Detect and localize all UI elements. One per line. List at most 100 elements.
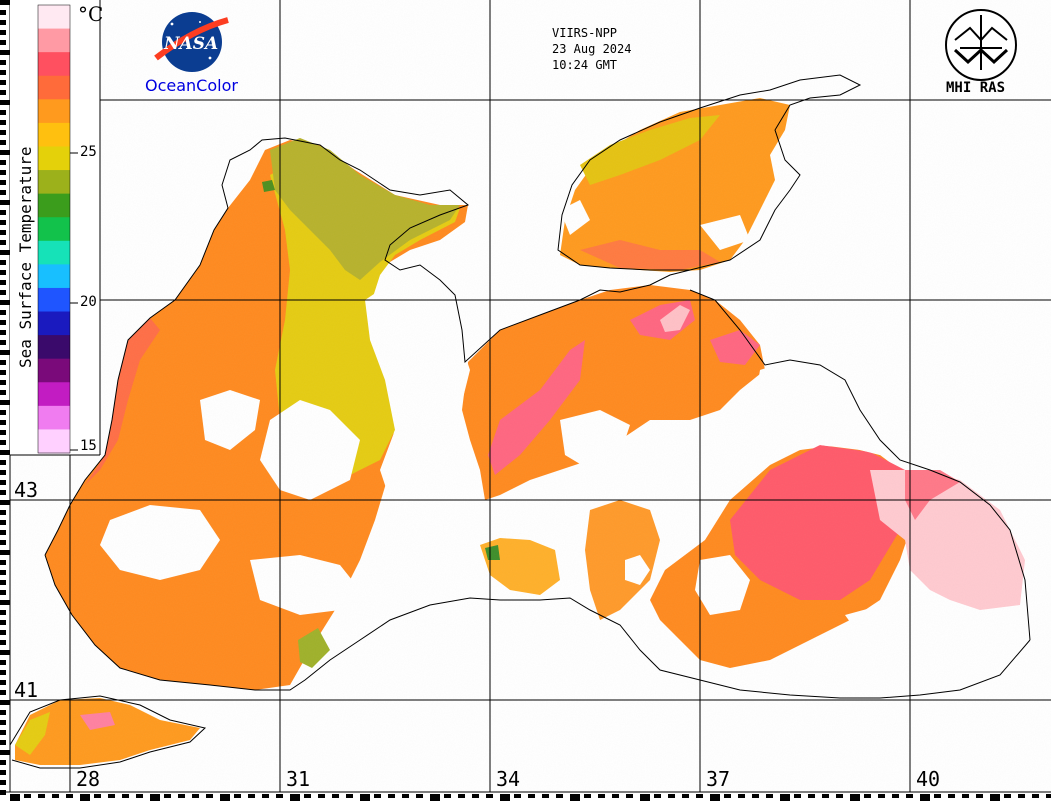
frame-tick (10, 794, 20, 801)
frame-tick (654, 794, 661, 798)
frame-tick (276, 794, 283, 798)
frame-tick (416, 794, 423, 798)
lon-label-34: 34 (496, 767, 521, 791)
frame-tick (0, 720, 6, 725)
frame-tick (822, 794, 829, 798)
mhi-ras-label: MHI RAS (946, 80, 1006, 96)
frame-tick (0, 470, 6, 475)
lon-label-40: 40 (916, 767, 941, 791)
frame-tick (1046, 794, 1051, 798)
frame-tick (556, 794, 563, 798)
frame-tick (0, 310, 6, 315)
colorbar-tick-20: 20 (80, 294, 97, 310)
frame-tick (0, 670, 6, 675)
frame-tick (0, 150, 10, 155)
frame-tick (0, 380, 6, 385)
frame-tick (962, 794, 969, 798)
frame-tick (668, 794, 675, 798)
frame-tick (0, 20, 6, 25)
frame-tick (0, 700, 10, 705)
frame-tick (0, 410, 6, 415)
frame-tick (0, 270, 6, 275)
frame-tick (220, 794, 230, 801)
colorbar-band (38, 146, 70, 171)
frame-tick (0, 120, 6, 125)
frame-tick (0, 660, 6, 665)
frame-tick (0, 60, 6, 65)
nasa-logo (154, 12, 229, 72)
frame-tick (836, 794, 843, 798)
frame-tick (0, 390, 6, 395)
frame-tick (0, 690, 6, 695)
frame-tick (0, 80, 6, 85)
frame-tick (766, 794, 773, 798)
frame-tick (0, 520, 6, 525)
frame-tick (0, 190, 6, 195)
colorbar-title: Sea Surface Temperature (16, 146, 35, 368)
frame-tick (122, 794, 129, 798)
lon-label-37: 37 (706, 767, 731, 791)
frame-tick (892, 794, 899, 798)
frame-tick (0, 530, 6, 535)
frame-tick (402, 794, 409, 798)
lat-label-43: 43 (14, 478, 39, 502)
frame-tick (458, 794, 465, 798)
frame-tick (0, 220, 6, 225)
frame-tick (0, 210, 6, 215)
frame-tick (0, 440, 6, 445)
frame-tick (0, 370, 6, 375)
frame-tick (878, 794, 885, 798)
frame-tick (906, 794, 913, 798)
frame-tick (864, 794, 871, 798)
frame-tick (598, 794, 605, 798)
frame-tick (290, 794, 300, 801)
frame-tick (0, 460, 6, 465)
frame-tick (318, 794, 325, 798)
frame-tick (150, 794, 160, 801)
frame-tick (0, 640, 6, 645)
colorbar-tick-25: 25 (80, 144, 97, 160)
frame-tick (24, 794, 31, 798)
frame-tick (0, 560, 6, 565)
frame-tick (0, 400, 10, 405)
frame-tick (0, 290, 6, 295)
frame-tick (0, 360, 6, 365)
frame-tick (0, 430, 6, 435)
frame-tick (0, 100, 10, 105)
colorbar-band (38, 52, 70, 77)
frame-tick (0, 230, 6, 235)
nasa-wordmark: NASA (164, 34, 219, 54)
colorbar-band (38, 358, 70, 383)
frame-tick (388, 794, 395, 798)
frame-tick (38, 794, 45, 798)
coastline (9, 74, 1031, 769)
frame-tick (0, 260, 6, 265)
frame-tick (0, 70, 6, 75)
frame-tick (0, 760, 6, 765)
frame-tick (304, 794, 311, 798)
frame-tick (0, 320, 6, 325)
frame-tick (0, 10, 6, 15)
colorbar-band (38, 28, 70, 53)
frame-tick (780, 794, 790, 801)
colorbar-band (38, 99, 70, 124)
frame-tick (710, 794, 720, 801)
frame-tick (0, 130, 6, 135)
frame-tick (0, 50, 10, 55)
frame-tick (514, 794, 521, 798)
frame-tick (234, 794, 241, 798)
frame-tick (0, 300, 10, 305)
frame-tick (0, 500, 10, 505)
frame-tick (948, 794, 955, 798)
colorbar (10, 0, 101, 456)
frame-tick (374, 794, 381, 798)
frame-tick (0, 730, 6, 735)
oceancolor-label: OceanColor (145, 76, 238, 95)
frame-tick (0, 550, 10, 555)
frame-tick (0, 770, 6, 775)
frame-tick (248, 794, 255, 798)
colorbar-band (38, 382, 70, 407)
frame-tick (0, 490, 6, 495)
